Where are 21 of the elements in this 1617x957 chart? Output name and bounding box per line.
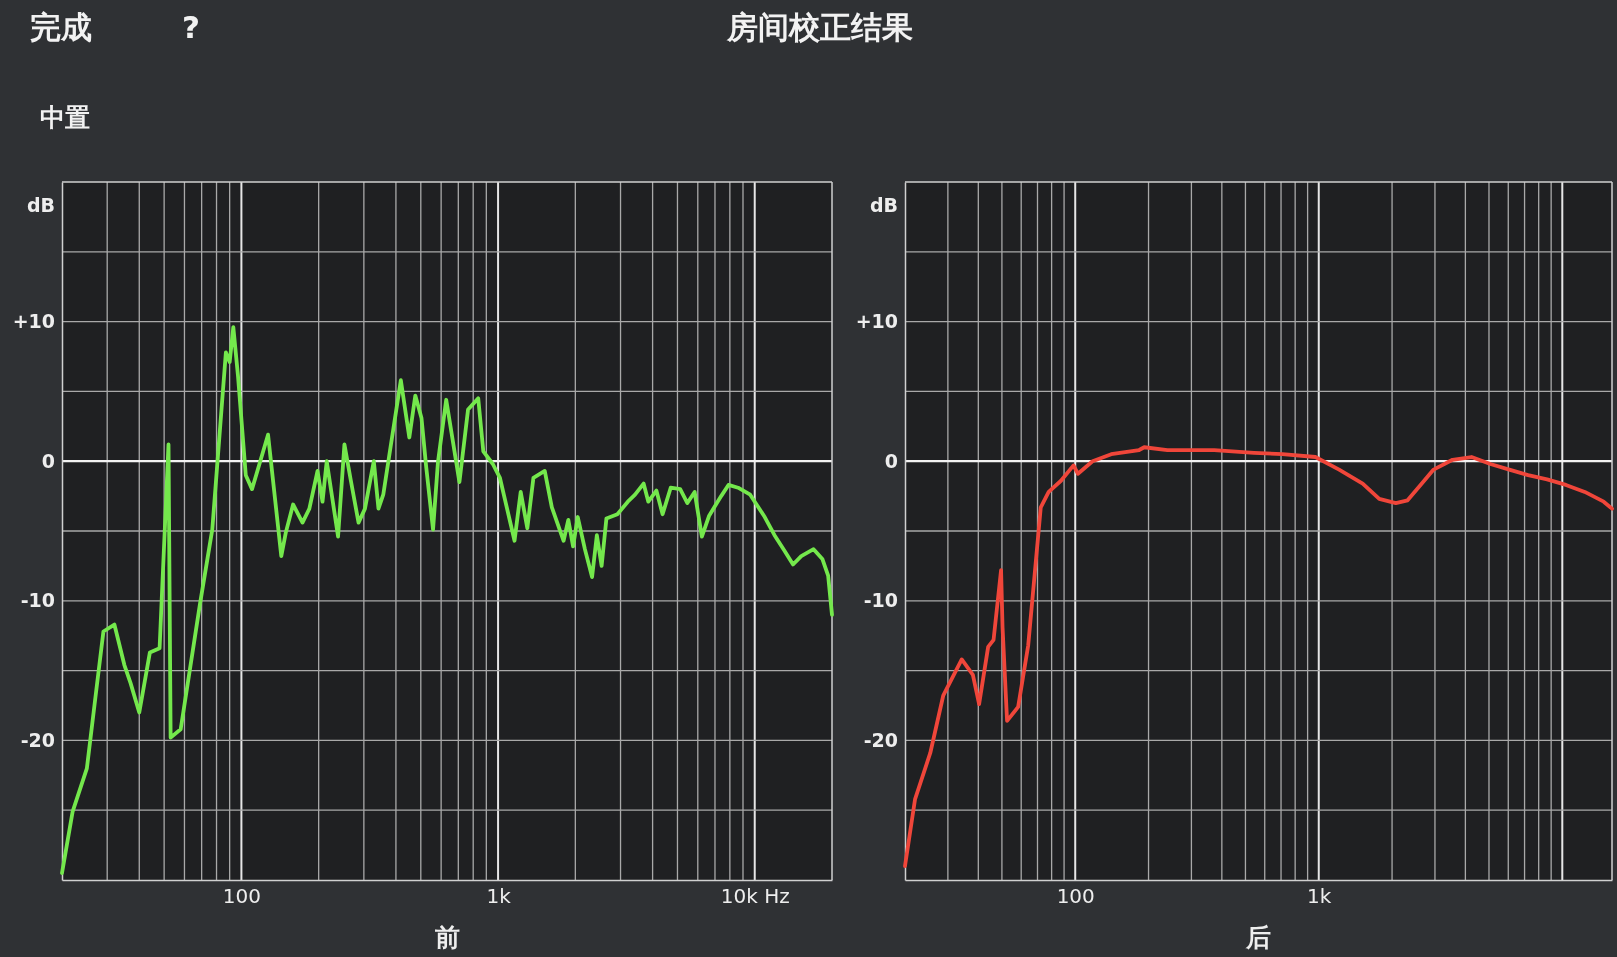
text: ? xyxy=(182,9,200,45)
text: 完成 xyxy=(30,9,92,45)
y-tick-label: -20 xyxy=(20,728,55,751)
x-tick-label: 100 xyxy=(222,884,261,909)
y-axis-title: dB xyxy=(869,194,898,216)
x-tick-label: 10k Hz xyxy=(720,884,790,909)
y-tick-label: +10 xyxy=(855,310,898,333)
x-tick-label: 100 xyxy=(1056,884,1095,909)
y-tick-label: +10 xyxy=(12,310,55,333)
y-tick-label: -10 xyxy=(20,589,55,612)
x-tick-label: 1k xyxy=(1307,884,1332,909)
y-tick-label: 0 xyxy=(41,449,55,472)
x-tick-label: 1k xyxy=(486,884,512,909)
y-tick-label: -20 xyxy=(863,728,898,751)
x-axis-title: 后 xyxy=(1245,923,1271,952)
x-axis-title: 前 xyxy=(433,923,460,952)
y-tick-label: 0 xyxy=(884,449,898,472)
y-tick-label: -10 xyxy=(863,589,898,612)
chart-title: 房间校正结果 xyxy=(726,9,913,45)
chart-subtitle: 中置 xyxy=(40,103,90,132)
y-axis-title: dB xyxy=(26,194,55,216)
